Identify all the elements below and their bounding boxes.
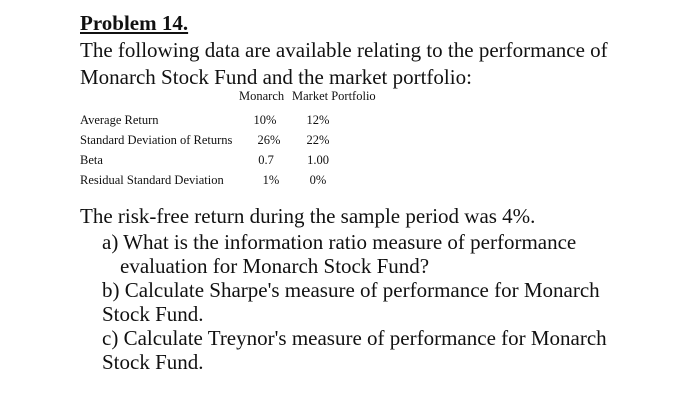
table-row: Residual Standard Deviation 1% 0%	[80, 170, 420, 190]
table-row: Standard Deviation of Returns 26% 22%	[80, 130, 420, 150]
market-portfolio-value: 1.00	[307, 153, 329, 167]
risk-free-statement: The risk-free return during the sample p…	[80, 204, 536, 228]
table-row: Beta 0.7 1.00	[80, 150, 420, 170]
problem-title: Problem 14.	[80, 11, 189, 35]
market-portfolio-value: 0%	[309, 173, 327, 187]
market-portfolio-value: 22%	[306, 133, 330, 147]
table-header-row: Monarch Market Portfolio	[80, 86, 420, 106]
monarch-value: 26%	[257, 133, 281, 147]
problem-intro: The following data are available relatin…	[80, 37, 680, 91]
monarch-value: 1%	[262, 173, 280, 187]
question-list: a) What is the information ratio measure…	[102, 230, 682, 374]
intro-line-2: Monarch Stock Fund and the market portfo…	[80, 65, 472, 89]
intro-line-1: The following data are available relatin…	[80, 38, 608, 62]
question-c-line-1: c) Calculate Treynor's measure of perfor…	[102, 326, 607, 350]
row-label: Beta	[80, 153, 103, 167]
question-a-line-2: evaluation for Monarch Stock Fund?	[120, 254, 430, 278]
row-label: Average Return	[80, 113, 159, 127]
market-portfolio-column-header: Market Portfolio	[292, 89, 376, 103]
question-a-line-1: a) What is the information ratio measure…	[102, 230, 577, 254]
question-b-line-1: b) Calculate Sharpe's measure of perform…	[102, 278, 600, 302]
row-label: Residual Standard Deviation	[80, 173, 224, 187]
market-portfolio-value: 12%	[306, 113, 330, 127]
table-row: Average Return 10% 12%	[80, 110, 420, 130]
monarch-value: 10%	[253, 113, 277, 127]
row-label: Standard Deviation of Returns	[80, 133, 233, 147]
monarch-column-header: Monarch	[239, 89, 285, 103]
monarch-value: 0.7	[258, 153, 274, 167]
question-c-line-2: Stock Fund.	[102, 350, 204, 374]
question-b-line-2: Stock Fund.	[102, 302, 204, 326]
